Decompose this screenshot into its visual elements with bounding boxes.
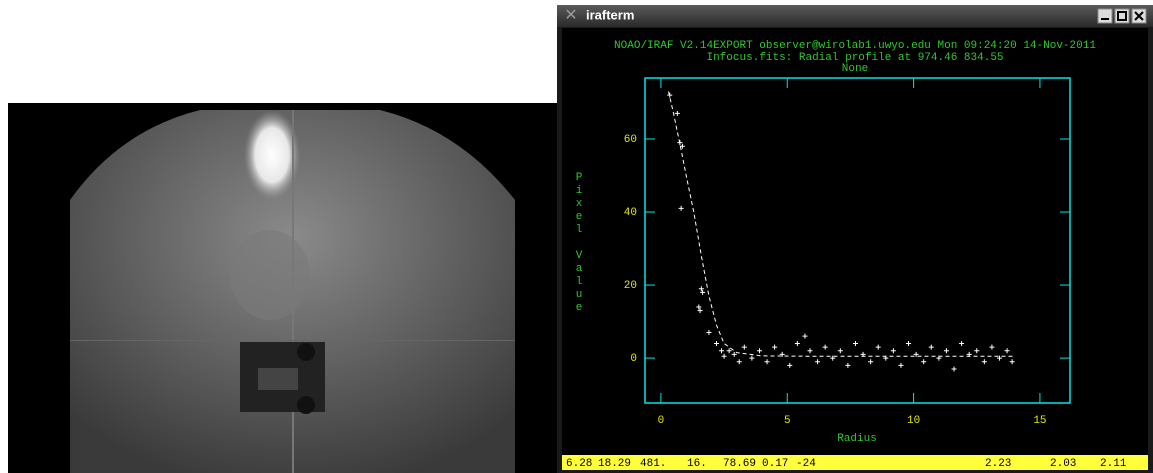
x-tick-label: 0 xyxy=(658,415,665,427)
graphics-area xyxy=(562,28,1148,455)
status-field: 0.17 xyxy=(762,458,788,470)
status-field: 2.11 xyxy=(1100,458,1127,470)
minimize-icon xyxy=(1101,18,1109,20)
status-field: 18.29 xyxy=(598,458,631,470)
status-field: 6.28 xyxy=(566,458,592,470)
status-field: 2.23 xyxy=(985,458,1011,470)
camera-image xyxy=(8,103,560,473)
chart-subtitle: None xyxy=(842,63,868,75)
chart-title: NOAO/IRAF V2.14EXPORT observer@wirolab1.… xyxy=(614,40,1096,52)
page: ✕ irafterm NOAO/IRAF V2.14EXPORT observe… xyxy=(0,0,1153,473)
y-tick-label: 40 xyxy=(624,207,637,219)
y-axis-label: Pixel Value xyxy=(573,172,584,315)
y-tick-label: 20 xyxy=(624,280,637,292)
window-buttons[interactable] xyxy=(1098,9,1146,23)
y-tick-label: 0 xyxy=(630,353,637,365)
window-title: irafterm xyxy=(586,7,634,22)
x-tick-label: 5 xyxy=(784,415,791,427)
x-axis-label: Radius xyxy=(837,433,877,445)
minimize-button[interactable] xyxy=(1098,9,1112,23)
status-field: 481. xyxy=(640,458,666,470)
status-field: -24 xyxy=(796,458,816,470)
x-tick-label: 10 xyxy=(907,415,920,427)
status-field: 2.03 xyxy=(1050,458,1076,470)
window-icon: ✕ xyxy=(564,7,577,24)
title-bar xyxy=(557,5,1153,27)
y-tick-label: 60 xyxy=(624,134,637,146)
status-field: 16. xyxy=(687,458,707,470)
x-tick-label: 15 xyxy=(1033,415,1046,427)
status-field: 78.69 xyxy=(723,458,756,470)
